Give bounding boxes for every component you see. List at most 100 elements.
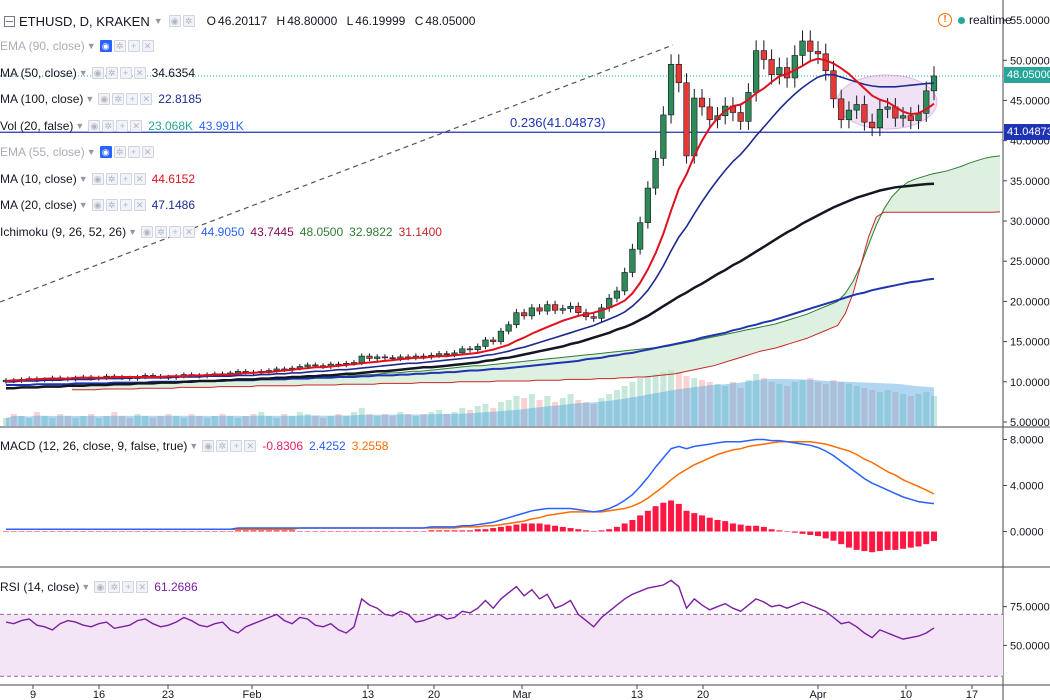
macd-histogram-bar	[219, 531, 226, 532]
volume-bar	[915, 394, 922, 426]
macd-histogram-bar	[714, 520, 721, 532]
volume-bar	[776, 384, 783, 426]
plus-icon[interactable]: +	[122, 581, 135, 593]
plus-icon[interactable]: +	[127, 40, 140, 52]
close-icon[interactable]: ✕	[133, 172, 146, 185]
gear-icon[interactable]: ✲	[108, 581, 121, 593]
gear-icon[interactable]: ✲	[105, 66, 118, 79]
indicator-name[interactable]: MA (100, close)	[0, 92, 84, 106]
close-label: C	[414, 14, 424, 28]
gear-icon[interactable]: ✲	[155, 225, 167, 238]
volume-bar	[57, 414, 64, 426]
eye-icon[interactable]: ◉	[91, 199, 104, 211]
plus-icon[interactable]: +	[119, 66, 132, 79]
eye-icon[interactable]: ◉	[91, 66, 104, 79]
gear-icon[interactable]: ✲	[182, 15, 195, 27]
indicator-name[interactable]: MA (20, close)	[0, 198, 77, 212]
gear-icon[interactable]: ✲	[105, 172, 118, 185]
indicator-name[interactable]: EMA (90, close)	[0, 39, 85, 53]
chevron-down-icon[interactable]: ▼	[128, 226, 137, 237]
plus-icon[interactable]: +	[127, 146, 140, 158]
volume-bar	[474, 406, 481, 426]
indicator-name[interactable]: MA (10, close)	[0, 171, 77, 186]
macd-histogram-bar	[838, 531, 845, 545]
close-icon[interactable]: ✕	[133, 66, 146, 79]
close-icon[interactable]: ✕	[136, 581, 149, 593]
indicator-legend-row: Ichimoku (9, 26, 52, 26) ▼ ◉ ✲ + ✕ 44.9050 43.7…	[0, 223, 448, 241]
volume-bar	[629, 382, 636, 426]
warning-icon[interactable]: !	[938, 13, 952, 27]
close-icon[interactable]: ✕	[141, 146, 154, 158]
volume-bar	[3, 418, 9, 426]
candle-body	[706, 106, 713, 121]
chevron-down-icon[interactable]: ▼	[85, 94, 95, 104]
gear-icon[interactable]: ✲	[105, 199, 118, 211]
price-tick-label: 45.00000	[1010, 95, 1050, 107]
macd-histogram-bar	[606, 529, 613, 532]
chevron-down-icon[interactable]: ▼	[75, 120, 85, 131]
close-icon[interactable]: ✕	[183, 225, 195, 238]
gear-icon[interactable]: ✲	[216, 440, 229, 452]
macd-histogram-bar	[799, 531, 806, 534]
rsi-legend-name[interactable]: RSI (14, close)	[0, 580, 80, 594]
indicator-name[interactable]: Ichimoku (9, 26, 52, 26)	[0, 224, 127, 239]
chevron-down-icon[interactable]: ▼	[78, 173, 88, 184]
eye-icon[interactable]: ◉	[88, 119, 101, 132]
plus-icon[interactable]: +	[230, 440, 243, 452]
volume-bar	[227, 416, 234, 426]
chevron-down-icon[interactable]: ▼	[86, 147, 96, 157]
plus-icon[interactable]: +	[126, 93, 139, 105]
macd-histogram-bar	[420, 531, 427, 532]
chevron-down-icon[interactable]: ▼	[189, 441, 199, 451]
eye-icon[interactable]: ◉	[168, 15, 181, 27]
chevron-down-icon[interactable]: ▼	[78, 200, 88, 210]
indicator-value: 43.7445	[250, 224, 294, 239]
close-icon[interactable]: ✕	[130, 119, 143, 132]
chevron-down-icon[interactable]: ▼	[86, 41, 96, 51]
chevron-down-icon[interactable]: ▼	[78, 67, 88, 78]
volume-bar	[737, 388, 744, 426]
gear-icon[interactable]: ✲	[112, 93, 125, 105]
close-icon[interactable]: ✕	[133, 199, 146, 211]
eye-icon[interactable]: ◉	[98, 93, 111, 105]
candle-body	[559, 308, 566, 311]
indicator-name[interactable]: Vol (20, false)	[0, 118, 74, 133]
plus-icon[interactable]: +	[169, 225, 181, 238]
indicator-value: 3.2558	[351, 439, 389, 453]
volume-bar	[815, 382, 821, 426]
ichimoku-span-b	[72, 211, 1001, 391]
rsi-legend: RSI (14, close) ▼ ◉ ✲ + ✕ 61.2686	[0, 578, 204, 596]
close-icon[interactable]: ✕	[141, 40, 154, 52]
eye-icon[interactable]: ◉	[141, 225, 153, 238]
macd-legend-name[interactable]: MACD (12, 26, close, 9, false, true)	[0, 439, 188, 453]
macd-histogram-bar	[242, 530, 249, 532]
low-value: 46.19999	[355, 14, 406, 28]
macd-histogram-bar	[845, 531, 852, 548]
macd-histogram-bar	[629, 520, 636, 532]
gear-icon[interactable]: ✲	[113, 146, 126, 158]
close-icon[interactable]: ✕	[140, 93, 153, 105]
symbol-title[interactable]: ETHUSD, D, KRAKEN	[19, 13, 150, 29]
plus-icon[interactable]: +	[119, 172, 132, 185]
plus-icon[interactable]: +	[119, 199, 132, 211]
volume-bar	[753, 374, 760, 426]
gear-icon[interactable]: ✲	[102, 119, 115, 132]
eye-icon[interactable]: ◉	[94, 581, 107, 593]
gear-icon[interactable]: ✲	[113, 40, 126, 52]
close-icon[interactable]: ✕	[244, 440, 257, 452]
eye-icon[interactable]: ◉	[91, 172, 104, 185]
collapse-icon[interactable]	[4, 15, 15, 27]
volume-bar	[366, 414, 373, 426]
eye-icon[interactable]: ◉	[99, 40, 112, 52]
plus-icon[interactable]: +	[116, 119, 129, 132]
chevron-down-icon[interactable]: ▼	[81, 582, 91, 592]
symbol-menu-caret-icon[interactable]: ▼	[153, 16, 163, 26]
indicator-legend-row: MA (20, close) ▼ ◉ ✲ + ✕ 47.1486	[0, 196, 201, 214]
eye-icon[interactable]: ◉	[202, 440, 215, 452]
eye-icon[interactable]: ◉	[99, 146, 112, 158]
macd-histogram-bar	[853, 531, 860, 550]
candle-body	[745, 92, 752, 122]
indicator-name[interactable]: MA (50, close)	[0, 65, 77, 80]
indicator-name[interactable]: EMA (55, close)	[0, 145, 85, 159]
